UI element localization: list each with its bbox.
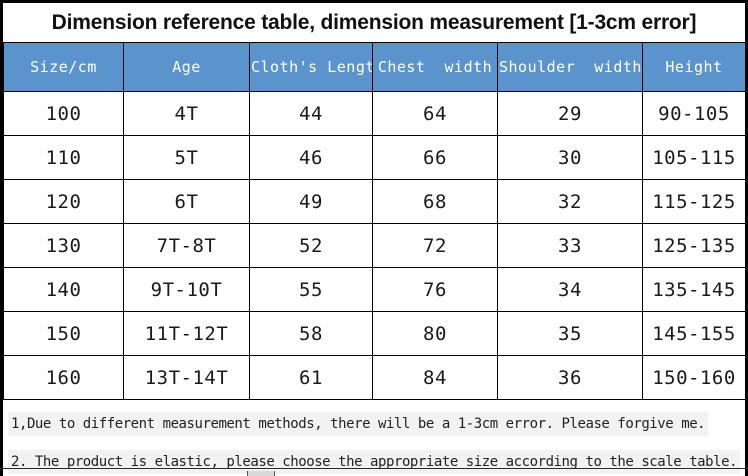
column-header-chest-width: Chest width xyxy=(372,42,498,92)
page-title: Dimension reference table, dimension mea… xyxy=(51,10,697,34)
shoulder-cell: 30 xyxy=(497,135,643,180)
notes-section: 1,Due to different measurement methods, … xyxy=(3,400,745,476)
height-cell: 125-135 xyxy=(642,223,746,268)
age-cell: 4T xyxy=(123,91,250,136)
length-cell: 58 xyxy=(249,311,373,356)
size-cell: 100 xyxy=(3,91,124,136)
column-header-size-cm: Size/cm xyxy=(3,42,124,92)
size-row-130: 130 7T-8T 52 72 33 125-135 xyxy=(3,223,746,268)
age-cell: 6T xyxy=(123,179,250,224)
age-cell: 11T-12T xyxy=(123,311,250,356)
length-cell: 46 xyxy=(249,135,373,180)
height-cell: 90-105 xyxy=(642,91,746,136)
size-cell: 160 xyxy=(3,355,124,400)
column-header-age: Age xyxy=(123,42,250,92)
size-cell: 130 xyxy=(3,223,124,268)
shoulder-cell: 36 xyxy=(497,355,643,400)
length-cell: 49 xyxy=(249,179,373,224)
size-row-110: 110 5T 46 66 30 105-115 xyxy=(3,135,746,180)
column-header-shoulder-width: Shoulder width xyxy=(497,42,643,92)
size-table: Size/cm Age Cloth's Length Chest width S… xyxy=(3,42,746,400)
age-cell: 9T-10T xyxy=(123,267,250,312)
cropped-row-top-border xyxy=(0,468,748,469)
title-row: Dimension reference table, dimension mea… xyxy=(3,3,745,42)
column-header-height: Height xyxy=(642,42,746,92)
chest-cell: 64 xyxy=(372,91,498,136)
note-line-2: 2. The product is elastic, please choose… xyxy=(8,448,741,475)
size-cell: 140 xyxy=(3,267,124,312)
size-row-120: 120 6T 49 68 32 115-125 xyxy=(3,179,746,224)
cropped-row-cell-fragment xyxy=(247,471,275,476)
age-cell: 13T-14T xyxy=(123,355,250,400)
chest-cell: 80 xyxy=(372,311,498,356)
size-cell: 150 xyxy=(3,311,124,356)
size-row-160: 160 13T-14T 61 84 36 150-160 xyxy=(3,355,746,400)
size-row-100: 100 4T 44 64 29 90-105 xyxy=(3,91,746,136)
age-cell: 5T xyxy=(123,135,250,180)
shoulder-cell: 34 xyxy=(497,267,643,312)
shoulder-cell: 35 xyxy=(497,311,643,356)
length-cell: 55 xyxy=(249,267,373,312)
shoulder-cell: 29 xyxy=(497,91,643,136)
column-header-cloths-length: Cloth's Length xyxy=(249,42,373,92)
shoulder-cell: 33 xyxy=(497,223,643,268)
height-cell: 115-125 xyxy=(642,179,746,224)
length-cell: 44 xyxy=(249,91,373,136)
height-cell: 150-160 xyxy=(642,355,746,400)
height-cell: 105-115 xyxy=(642,135,746,180)
size-cell: 120 xyxy=(3,179,124,224)
note-text-1: 1,Due to different measurement methods, … xyxy=(8,412,709,436)
chest-cell: 84 xyxy=(372,355,498,400)
size-row-140: 140 9T-10T 55 76 34 135-145 xyxy=(3,267,746,312)
header-row: Size/cm Age Cloth's Length Chest width S… xyxy=(3,42,746,92)
shoulder-cell: 32 xyxy=(497,179,643,224)
note-text-2: 2. The product is elastic, please choose… xyxy=(8,450,741,474)
age-cell: 7T-8T xyxy=(123,223,250,268)
chest-cell: 66 xyxy=(372,135,498,180)
length-cell: 61 xyxy=(249,355,373,400)
chest-cell: 68 xyxy=(372,179,498,224)
chest-cell: 76 xyxy=(372,267,498,312)
note-line-1: 1,Due to different measurement methods, … xyxy=(8,410,741,437)
height-cell: 135-145 xyxy=(642,267,746,312)
length-cell: 52 xyxy=(249,223,373,268)
size-row-150: 150 11T-12T 58 80 35 145-155 xyxy=(3,311,746,356)
size-cell: 110 xyxy=(3,135,124,180)
chest-cell: 72 xyxy=(372,223,498,268)
height-cell: 145-155 xyxy=(642,311,746,356)
